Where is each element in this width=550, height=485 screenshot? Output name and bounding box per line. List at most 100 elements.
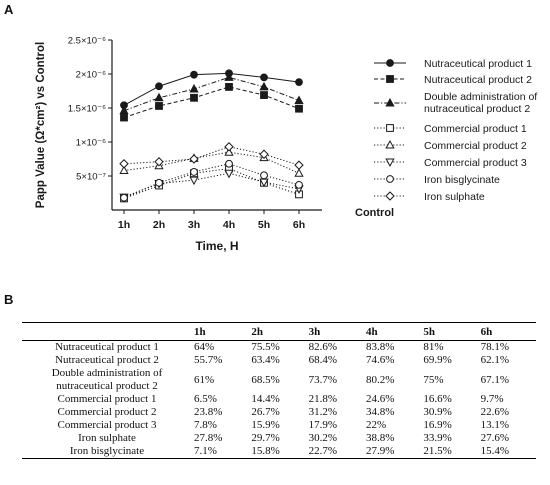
table-row: Iron bisglycinate 7.1% 15.8% 22.7% 27.9% 21.5… [22,445,536,459]
table-header-6: 6h [478,322,536,341]
legend-marker-1 [386,75,394,83]
table-cell: 78.1% [480,341,510,353]
series-2-point-3 [224,72,234,81]
x-tick-label-5: 6h [293,219,305,231]
row-name: Iron sulphate [22,432,192,445]
series-0-point-2 [190,70,198,79]
legend-marker-2 [385,97,395,107]
table-cell: 83.8% [365,341,395,353]
panel-label-b: B [4,292,14,307]
table-cell: 15.4% [478,445,536,459]
series-2-point-5 [294,95,304,105]
legend-label-3: Commercial product 1 [424,123,527,135]
table-cell: 15.8% [249,445,307,459]
legend-label-2-line-1: Double administration of [424,91,537,103]
table-cell: 68.5% [251,373,280,386]
legend-entry-6: Iron bisglycinate [374,174,500,186]
results-table: 1h 2h 3h 4h 5h 6h Nutraceutical product 1 64% 7… [22,322,536,459]
series-1-point-4 [260,91,268,99]
series-5 [119,169,304,203]
legend-label-2-line-2: nutraceutical product 2 [424,103,530,115]
table-header-row: 1h 2h 3h 4h 5h 6h [22,322,536,341]
series-line-7 [123,146,300,166]
series-1 [120,83,303,122]
table-cell: 31.2% [308,406,338,418]
legend-entry-4: Commercial product 2 [374,139,527,152]
row-name: Double administration of nutraceutical pr… [22,367,192,393]
y-axis-title: Papp Value (Ω*cm²) vs Control [35,42,47,208]
panel-label-a: A [4,2,14,17]
table-header-1: 1h [192,322,250,341]
y-tick-label-4: 2.5×10⁻⁶ [68,36,106,47]
series-2-point-4 [259,81,269,91]
series-5-point-3 [224,169,234,179]
table-cell: 17.9% [308,419,338,431]
series-6 [120,159,303,202]
series-1-point-1 [155,102,163,110]
legend-label-1: Nutraceutical product 2 [424,74,532,86]
table-cell: 16.6% [423,393,452,405]
legend-entry-0: Nutraceutical product 1 [374,58,532,70]
table-cell: 30.9% [423,406,452,418]
series-6-point-1 [155,178,163,187]
row-name: Commercial product 1 [22,393,192,406]
y-tick-label-0: 5×10⁻⁷ [76,172,106,183]
table-cell: 75.5% [251,341,280,353]
table-row: Commercial product 3 7.8% 15.9% 17.9% 22% 16.… [22,419,536,432]
series-line-1 [123,86,300,118]
x-tick-label-4: 5h [258,219,270,231]
row-name-line: Commercial product 1 [57,393,157,405]
row-name-line: Commercial product 2 [57,406,157,418]
table-cell: 63.4% [251,354,280,366]
table-cell: 73.7% [308,373,338,386]
table-header-2: 2h [249,322,307,341]
table-cell: 6.5% [194,393,217,405]
series-6-point-4 [260,171,268,180]
series-2-point-1 [154,92,164,102]
table-cell: 34.8% [365,406,395,418]
table-row: Commercial product 1 6.5% 14.4% 21.8% 24.6% 1… [22,393,536,406]
table-cell: 7.8% [194,419,217,431]
series-1-point-5 [295,104,303,113]
series-7 [119,142,304,170]
series-6-point-2 [190,168,198,176]
table-cell: 15.9% [251,419,280,431]
legend-marker-7 [385,191,395,201]
series-7-point-4 [259,149,269,159]
legend-marker-6 [386,175,394,183]
table-body: Nutraceutical product 1 64% 75.5% 82.6% 83.8… [22,341,536,459]
series-0 [120,69,303,110]
table-cell: 27.8% [194,432,223,444]
table-header-4: 4h [363,322,422,341]
legend-entry-7: Iron sulphate [374,191,485,203]
table-cell: 61% [194,373,215,386]
row-name-line: Nutraceutical product 2 [55,354,159,366]
table-header-5: 5h [421,322,479,341]
table-row: Nutraceutical product 2 55.7% 63.4% 68.4% 74… [22,354,536,367]
table-cell: 21.5% [421,445,479,459]
series-line-2 [123,76,300,112]
table-header-0 [22,322,192,341]
series-7-point-1 [154,157,164,167]
row-name-line: Nutraceutical product 1 [55,341,159,353]
table-cell: 74.6% [365,354,395,366]
x-tick-label-1: 2h [153,219,165,231]
series-line-5 [123,172,300,198]
series-2-point-0 [119,105,129,115]
x-tick-label-0: 1h [118,219,130,231]
table-cell: 55.7% [194,354,223,366]
x-tick-label-2: 3h [188,219,200,231]
table-cell: 26.7% [251,406,280,418]
series-1-point-2 [190,93,198,102]
series-7-point-0 [119,159,129,169]
table-cell: 22% [365,419,387,431]
series-6-point-3 [225,159,233,168]
row-name-line: Iron sulphate [78,432,136,444]
table-cell: 16.9% [423,419,452,431]
table-cell: 13.1% [480,419,510,431]
series-4 [119,147,304,177]
series-1-point-0 [120,113,128,122]
series-0-point-4 [260,73,268,82]
x-tick-label-3: 4h [223,219,235,231]
table-cell: 29.7% [251,432,280,444]
